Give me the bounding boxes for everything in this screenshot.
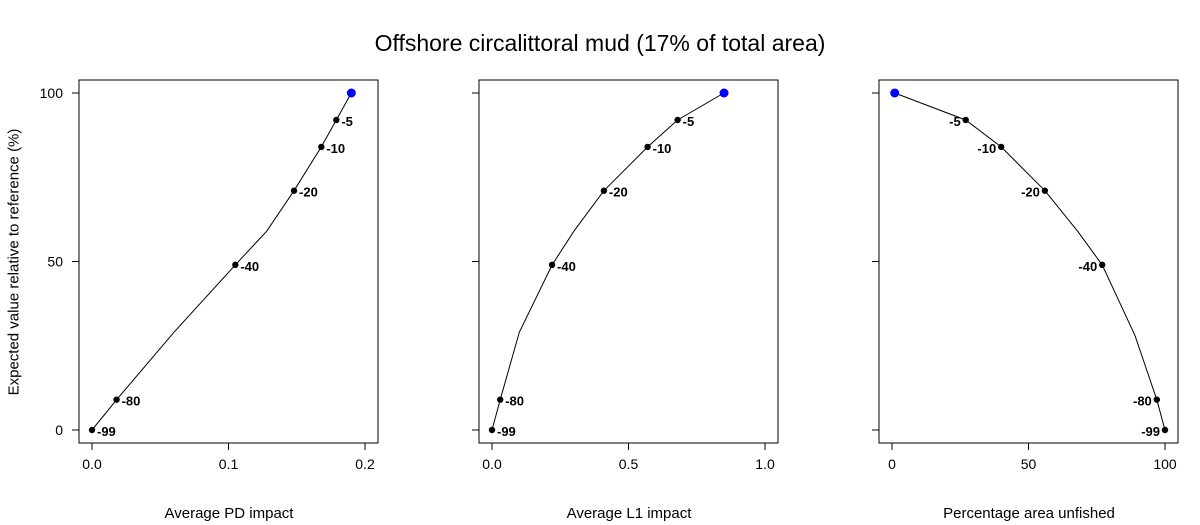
x-axis-label-pd: Average PD impact xyxy=(164,505,294,522)
data-point-l1 xyxy=(600,187,608,194)
data-label-unfished: -99 xyxy=(1141,424,1160,439)
data-point-l1 xyxy=(488,426,496,434)
x-tick-label-pd: 0.0 xyxy=(82,456,102,472)
data-point-l1 xyxy=(496,396,504,403)
data-label-unfished: -10 xyxy=(977,141,996,156)
x-axis-label-l1: Average L1 impact xyxy=(566,505,692,522)
data-label-unfished: -80 xyxy=(1133,394,1152,409)
data-point-unfished xyxy=(1041,187,1049,194)
data-label-l1: -5 xyxy=(683,114,695,129)
data-label-l1: -20 xyxy=(609,185,628,200)
data-point-unfished xyxy=(962,116,969,124)
data-point-pd xyxy=(318,143,325,151)
plot-frame-unfished xyxy=(878,79,1179,444)
series-line-unfished xyxy=(894,92,1166,431)
x-tick-label-l1: 1.0 xyxy=(755,456,775,472)
series-line-l1 xyxy=(491,92,725,431)
data-label-unfished: -5 xyxy=(949,114,961,129)
x-axis-label-unfished: Percentage area unfished xyxy=(943,505,1115,522)
series-line-pd xyxy=(91,92,352,431)
data-label-unfished: -20 xyxy=(1021,185,1040,200)
data-label-pd: -80 xyxy=(122,394,141,409)
data-label-pd: -5 xyxy=(341,114,353,129)
data-point-pd xyxy=(232,261,239,269)
data-point-pd xyxy=(290,187,298,194)
x-tick-label-unfished: 0 xyxy=(888,456,896,472)
plot-frame-l1 xyxy=(478,79,779,444)
data-label-l1: -10 xyxy=(653,141,672,156)
x-tick-label-unfished: 50 xyxy=(1021,456,1037,472)
data-label-pd: -20 xyxy=(299,185,318,200)
data-point-unfished xyxy=(1099,261,1106,269)
data-point-unfished xyxy=(1161,426,1169,434)
chart-title: Offshore circalittoral mud (17% of total… xyxy=(374,30,826,56)
x-tick-label-unfished: 100 xyxy=(1153,456,1177,472)
y-tick-label-pd: 100 xyxy=(40,85,64,101)
plot-frame-pd xyxy=(78,79,379,444)
x-tick-label-pd: 0.2 xyxy=(355,456,375,472)
data-point-pd xyxy=(333,116,340,124)
data-point-l1 xyxy=(674,116,681,124)
data-label-unfished: -40 xyxy=(1078,259,1097,274)
data-label-l1: -40 xyxy=(557,259,576,274)
data-point-l1 xyxy=(548,261,556,269)
reference-point-unfished xyxy=(890,88,900,98)
data-label-l1: -99 xyxy=(497,424,516,439)
data-label-pd: -40 xyxy=(240,259,259,274)
data-point-l1 xyxy=(644,143,651,151)
x-tick-label-l1: 0.5 xyxy=(619,456,639,472)
y-tick-label-pd: 50 xyxy=(47,254,63,270)
x-tick-label-l1: 0.0 xyxy=(482,456,502,472)
data-point-unfished xyxy=(1153,396,1161,403)
data-label-pd: -99 xyxy=(97,424,116,439)
y-tick-label-pd: 0 xyxy=(55,422,63,438)
data-label-pd: -10 xyxy=(326,141,345,156)
reference-point-l1 xyxy=(719,88,729,98)
x-tick-label-pd: 0.1 xyxy=(219,456,239,472)
data-point-unfished xyxy=(998,143,1005,151)
reference-point-pd xyxy=(346,88,356,98)
data-label-l1: -80 xyxy=(505,394,524,409)
data-point-pd xyxy=(113,396,120,403)
data-point-pd xyxy=(88,426,96,434)
